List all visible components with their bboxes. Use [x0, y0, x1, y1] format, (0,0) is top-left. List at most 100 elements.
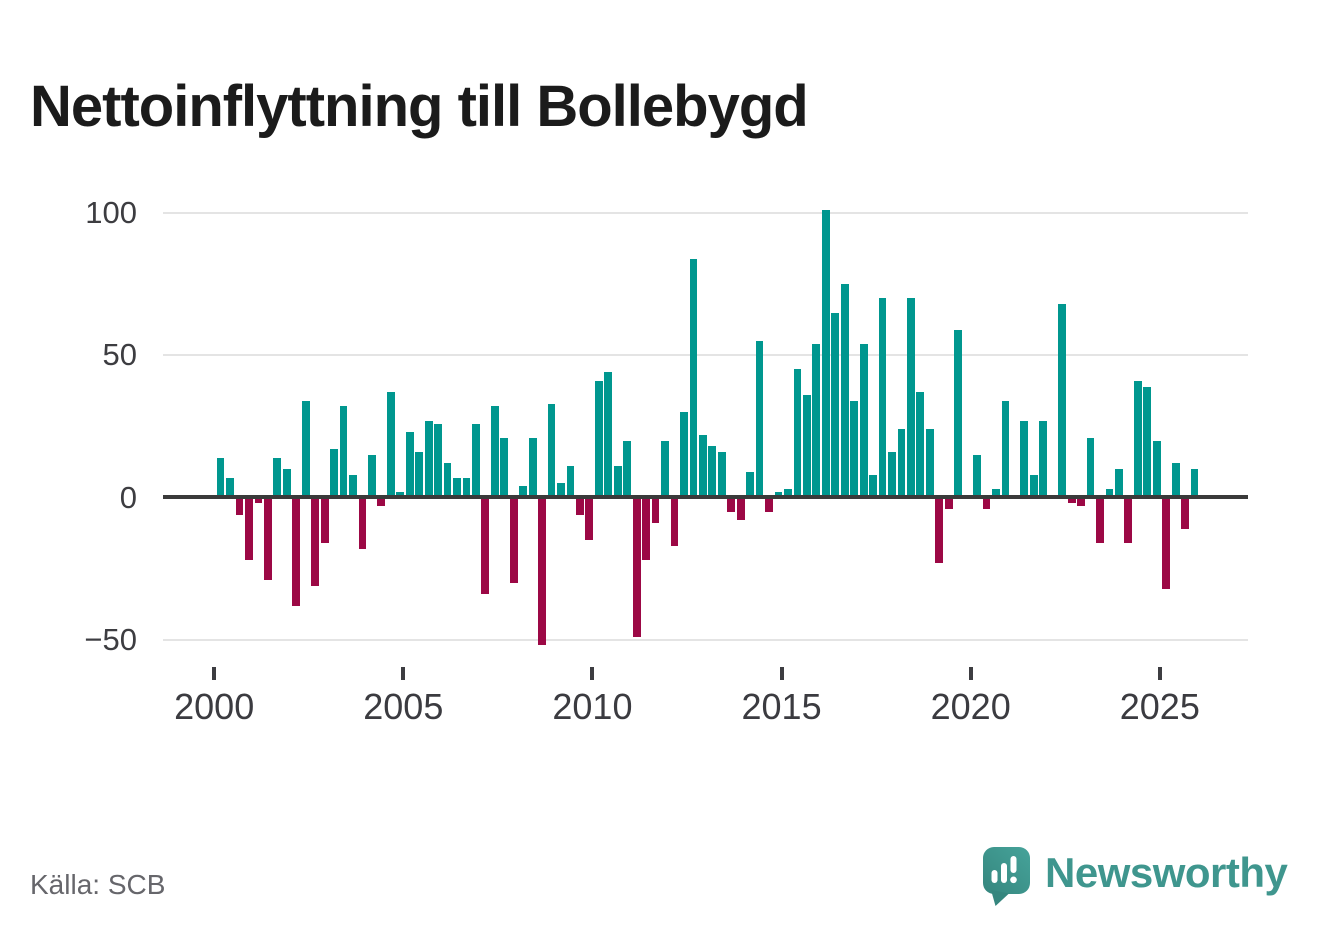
gridline	[163, 354, 1248, 357]
bar	[405, 432, 414, 498]
bar	[935, 497, 944, 563]
y-axis-tick-label: 100	[85, 195, 137, 230]
bar	[727, 497, 736, 512]
x-axis-tick-label: 2015	[741, 686, 822, 727]
bar	[349, 474, 357, 498]
bar	[888, 451, 896, 498]
bar	[1039, 420, 1048, 498]
bar	[708, 446, 717, 498]
bar	[869, 474, 877, 498]
bar	[282, 469, 291, 498]
y-axis-tick-label: 0	[119, 479, 137, 515]
bar	[320, 497, 329, 544]
bar	[944, 497, 953, 509]
bar	[821, 210, 830, 498]
newsworthy-logo: Newsworthy	[982, 846, 1288, 908]
bar	[226, 477, 234, 498]
bar	[850, 400, 859, 498]
gridline	[163, 212, 1248, 214]
y-axis-tick-label: −50	[84, 621, 137, 657]
bar	[424, 420, 433, 498]
bar	[642, 497, 651, 561]
bar	[1181, 497, 1189, 529]
bar	[263, 497, 272, 580]
bar	[538, 497, 546, 646]
bar	[594, 380, 603, 498]
bar	[623, 440, 632, 498]
bar	[547, 403, 556, 498]
bar	[301, 400, 310, 498]
gridline	[163, 638, 1248, 641]
bar	[689, 258, 698, 498]
bar	[585, 497, 594, 541]
x-axis-tick	[212, 667, 217, 680]
bar	[680, 412, 688, 498]
bar	[973, 454, 981, 498]
x-axis-tick-label: 2000	[174, 686, 255, 727]
bar	[755, 341, 764, 498]
x-axis-tick-label: 2005	[363, 686, 444, 727]
bar	[916, 392, 925, 498]
bar	[1105, 488, 1114, 498]
bar	[840, 284, 849, 498]
bar	[925, 429, 934, 498]
bar	[661, 440, 669, 498]
bar	[793, 369, 802, 498]
bar	[481, 497, 490, 595]
bar	[736, 497, 745, 521]
bar	[490, 406, 499, 498]
bar	[1124, 497, 1133, 544]
bar	[717, 451, 726, 498]
bar	[1058, 304, 1067, 498]
bar	[566, 466, 575, 498]
bar	[330, 449, 338, 498]
chart-title: Nettoinflyttning till Bollebygd	[30, 73, 809, 139]
bar	[528, 437, 537, 498]
x-axis-tick-label: 2025	[1119, 686, 1200, 727]
x-axis-tick-label: 2020	[930, 686, 1011, 727]
bar	[1190, 469, 1199, 498]
bar	[1020, 420, 1029, 498]
bar	[812, 343, 821, 498]
bar	[377, 497, 386, 507]
bar	[1171, 463, 1180, 498]
bar	[1162, 497, 1171, 589]
bar	[831, 312, 840, 498]
bar	[1029, 474, 1038, 498]
bar	[216, 457, 225, 498]
bar	[453, 477, 461, 498]
bar	[434, 423, 442, 498]
bar	[746, 471, 755, 498]
bar	[1067, 497, 1076, 504]
bar	[878, 298, 887, 498]
bar	[982, 497, 991, 509]
bar	[604, 372, 613, 498]
bar	[1096, 497, 1104, 544]
bar	[519, 486, 528, 498]
bar	[1152, 440, 1161, 498]
x-axis-tick	[1157, 667, 1162, 680]
bar	[557, 483, 565, 498]
bar	[273, 457, 282, 498]
bar	[292, 497, 301, 606]
bar	[1086, 437, 1095, 498]
bar	[765, 497, 773, 512]
x-axis-tick	[968, 667, 973, 680]
bar	[367, 454, 376, 498]
bar	[339, 406, 348, 498]
bar	[897, 429, 906, 498]
bar	[613, 466, 622, 498]
bar	[396, 491, 405, 498]
bar	[254, 497, 263, 504]
bar	[784, 488, 792, 498]
bar	[415, 451, 424, 498]
x-axis-tick	[779, 667, 784, 680]
bar	[632, 497, 641, 637]
source-label: Källa: SCB	[30, 869, 166, 900]
bar	[906, 298, 915, 498]
newsworthy-logo-icon	[983, 847, 1030, 906]
bar	[386, 392, 395, 498]
bar	[1077, 497, 1085, 507]
bar	[462, 477, 471, 498]
